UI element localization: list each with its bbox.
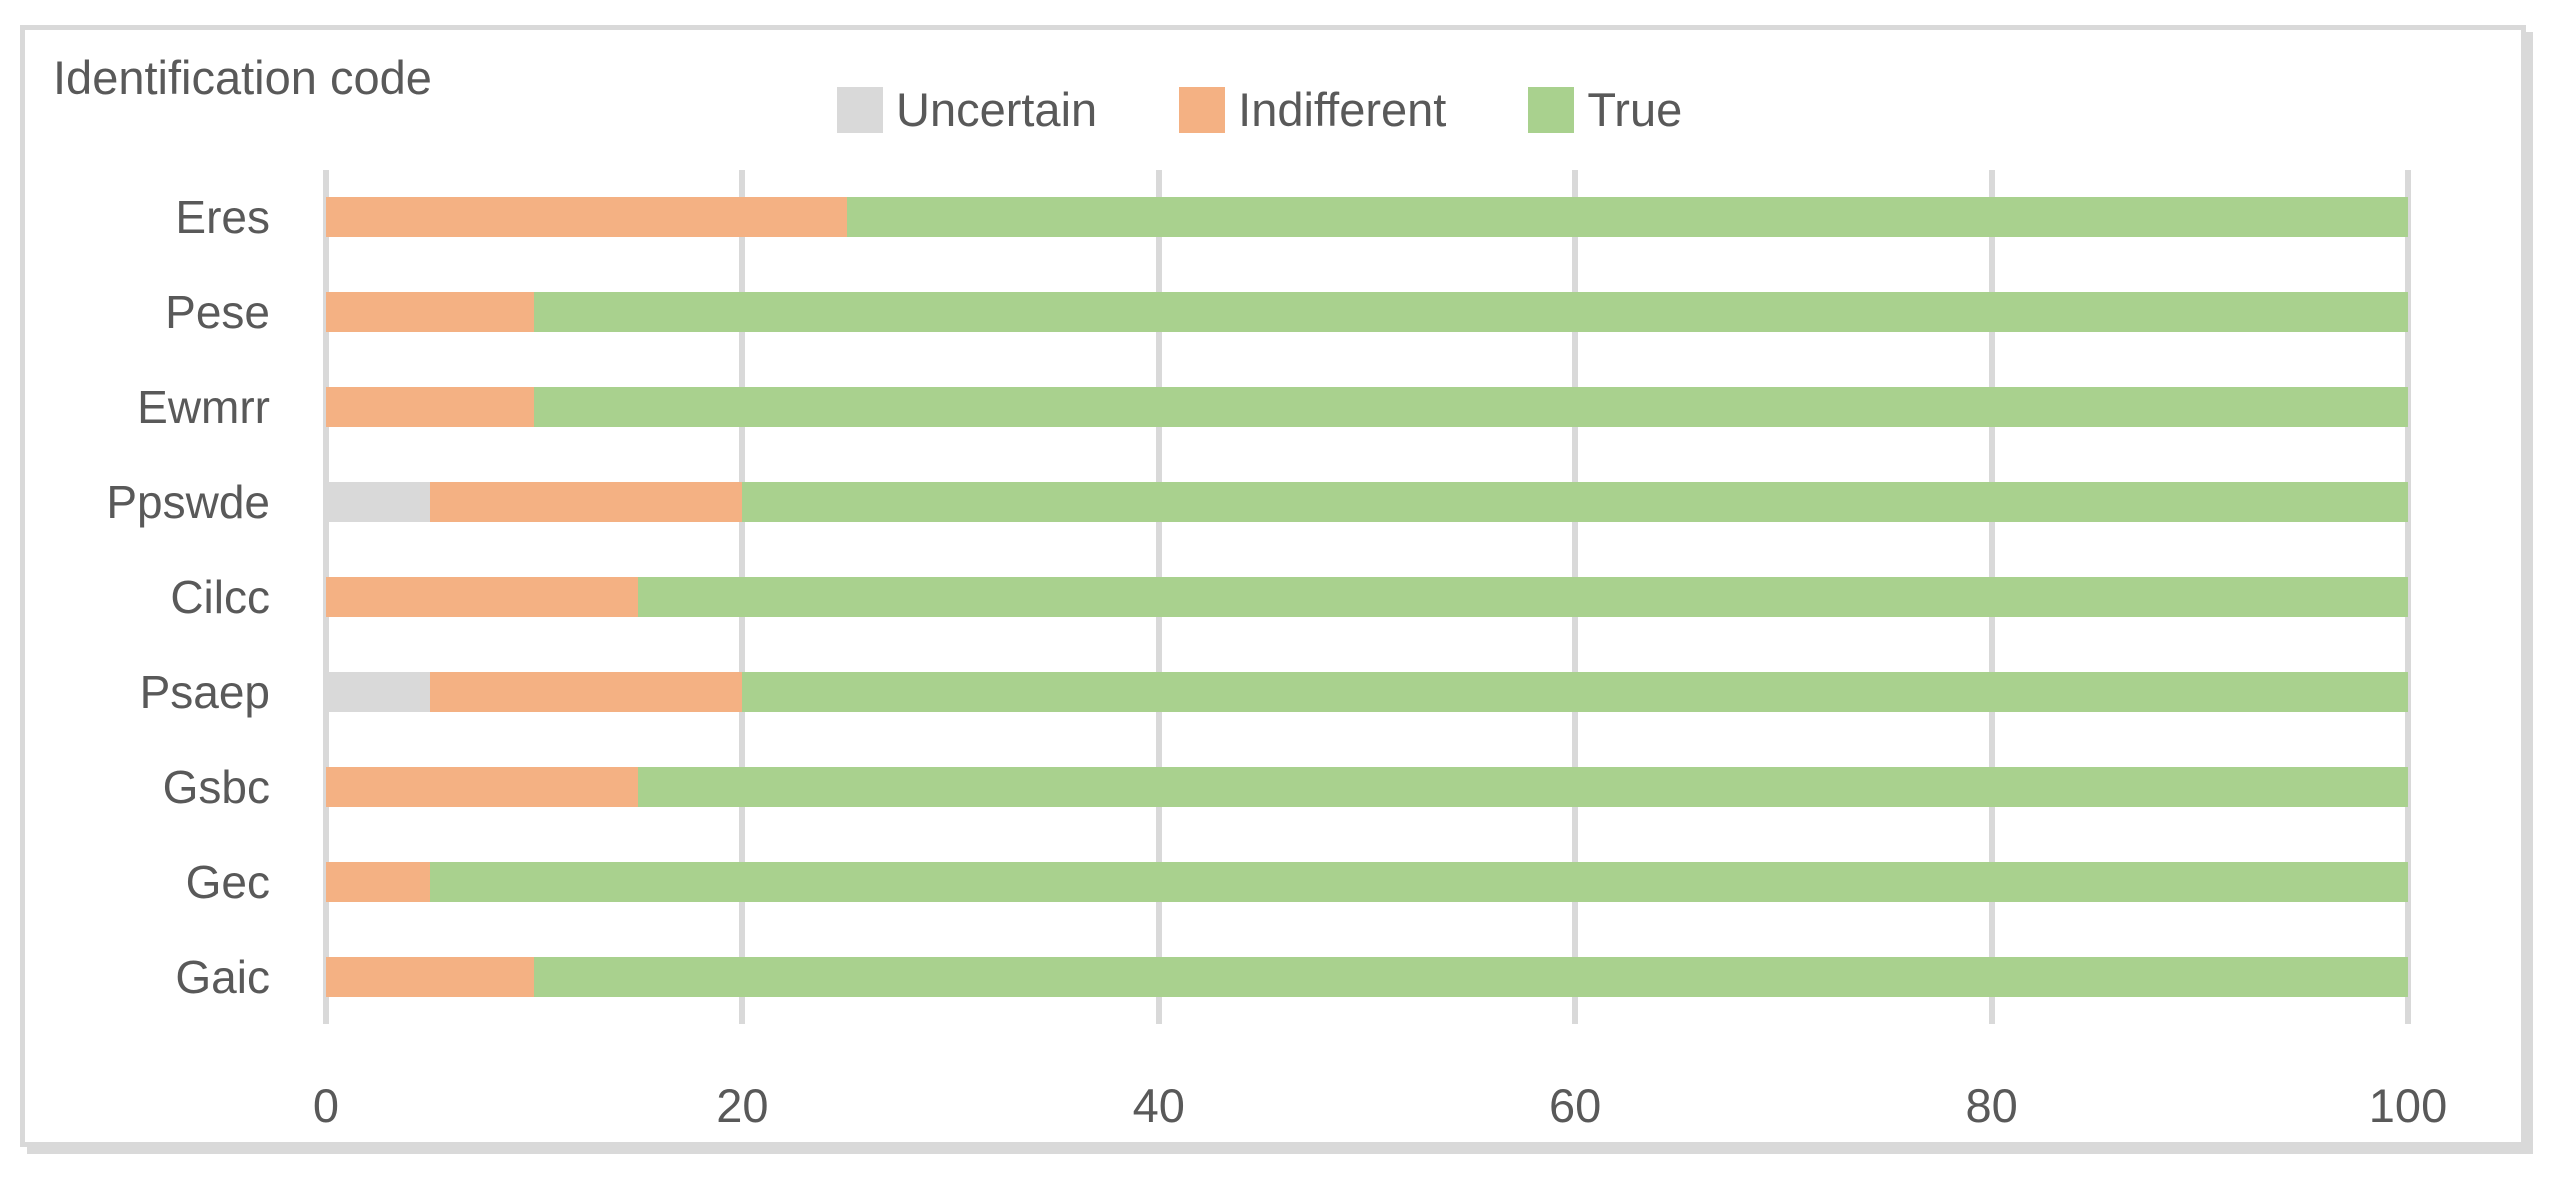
bar-segment-indifferent	[326, 576, 639, 617]
bar-row	[326, 929, 2408, 1024]
category-label: Gsbc	[162, 760, 270, 813]
bar-segment-indifferent	[326, 197, 847, 238]
bar-segment-true	[742, 671, 2408, 712]
bar-segment-indifferent	[326, 766, 639, 807]
legend: Uncertain Indifferent True	[837, 82, 1682, 137]
category-label: Cilcc	[170, 570, 270, 623]
category-label: Gec	[185, 855, 270, 908]
bar-segment-indifferent	[430, 482, 743, 523]
category-label: Pese	[165, 286, 270, 339]
x-tick-label-40: 40	[1132, 1079, 1185, 1132]
bar-segment-indifferent	[430, 671, 743, 712]
legend-swatch-icon	[1179, 86, 1226, 133]
legend-label: True	[1587, 83, 1683, 136]
stacked-bar	[326, 292, 2408, 333]
stacked-bar	[326, 956, 2408, 997]
bar-segment-true	[534, 292, 2408, 333]
legend-item-indifferent: Indifferent	[1179, 82, 1446, 137]
legend-swatch-icon	[837, 86, 883, 133]
x-tick-label-60: 60	[1549, 1079, 1602, 1132]
plot-area	[323, 170, 2411, 1024]
x-tick-label-20: 20	[716, 1079, 769, 1132]
bar-segment-indifferent	[326, 292, 535, 333]
chart-title: Identification code	[53, 51, 432, 104]
legend-swatch-icon	[1528, 86, 1575, 133]
stacked-bar	[326, 576, 2408, 617]
bar-row	[326, 455, 2408, 550]
category-label: Ppswde	[106, 476, 270, 529]
stacked-bar	[326, 197, 2408, 238]
bar-row	[326, 644, 2408, 739]
bar-row	[326, 834, 2408, 929]
category-label: Eres	[175, 191, 270, 244]
bar-segment-true	[430, 861, 2408, 902]
bar-segment-uncertain	[326, 671, 431, 712]
y-axis: Eres Pese Ewmrr Ppswde Cilcc Psaep Gsbc Gec Gaic	[25, 170, 270, 1024]
stacked-bar	[326, 387, 2408, 428]
stacked-bar	[326, 671, 2408, 712]
bar-segment-true	[534, 956, 2408, 997]
gridline-100	[2405, 170, 2411, 1024]
bar-segment-uncertain	[326, 482, 431, 523]
x-tick-label-100: 100	[2368, 1079, 2448, 1132]
bar-row	[326, 170, 2408, 265]
legend-item-true: True	[1528, 82, 1682, 137]
legend-label: Indifferent	[1238, 83, 1447, 136]
stacked-bar	[326, 766, 2408, 807]
bar-row	[326, 550, 2408, 645]
bar-segment-true	[638, 766, 2408, 807]
category-label: Gaic	[175, 950, 270, 1003]
chart-figure: Identification code Uncertain Indifferent…	[20, 25, 2526, 1147]
legend-item-uncertain: Uncertain	[837, 82, 1097, 137]
x-tick-label-80: 80	[1965, 1079, 2018, 1132]
x-axis: 0 20 40 60 80 100	[313, 1078, 2447, 1138]
x-tick-label-0: 0	[312, 1079, 340, 1132]
bar-row	[326, 739, 2408, 834]
bar-segment-true	[742, 482, 2408, 523]
bar-segment-indifferent	[326, 861, 431, 902]
bar-row	[326, 360, 2408, 455]
bar-segment-indifferent	[326, 956, 535, 997]
bar-segment-true	[638, 576, 2408, 617]
category-label: Psaep	[139, 665, 270, 718]
category-label: Ewmrr	[137, 381, 270, 434]
stacked-bar	[326, 861, 2408, 902]
bar-segment-indifferent	[326, 387, 535, 428]
legend-label: Uncertain	[896, 83, 1098, 136]
stacked-bar	[326, 482, 2408, 523]
bar-segment-true	[534, 387, 2408, 428]
bar-row	[326, 265, 2408, 360]
bar-segment-true	[846, 197, 2408, 238]
